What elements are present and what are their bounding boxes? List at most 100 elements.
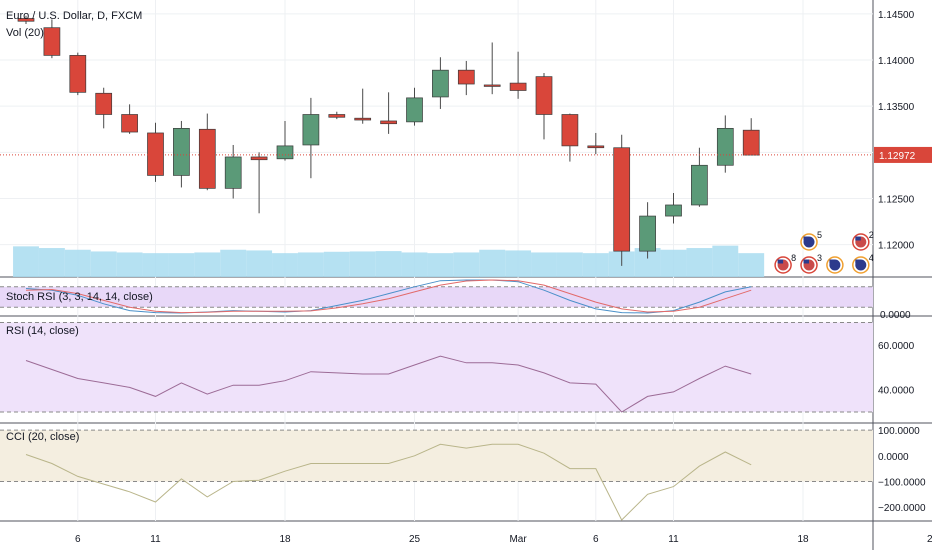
economic-events: 8 3 5 4 2 (774, 230, 874, 274)
event-flag-canton (803, 259, 809, 264)
volume-bar (531, 252, 557, 277)
cci-legend: CCI (20, close) (6, 431, 79, 443)
volume-bar (38, 248, 65, 277)
candle-down (380, 120, 397, 125)
volume-bar (13, 246, 39, 277)
rsi-tick-label: 60.0000 (878, 341, 915, 352)
main-title: Euro / U.S. Dollar, D, FXCM (6, 10, 142, 22)
volume-bar (64, 249, 91, 277)
event-count: 3 (817, 253, 822, 263)
candle-up (302, 114, 320, 146)
candle-up (432, 69, 449, 98)
price-tick-label: 1.12500 (878, 195, 915, 206)
time-tick-label: 11 (150, 534, 161, 545)
candle-up (224, 156, 242, 189)
cci-tick-label: 100.0000 (878, 426, 920, 437)
volume-bar (686, 248, 713, 277)
candle-down (69, 55, 87, 93)
candle-down (483, 84, 501, 87)
volume-bar (297, 252, 324, 277)
candle-up (639, 215, 656, 252)
time-tick-label: 6 (75, 534, 81, 545)
cci-band (0, 430, 873, 482)
cci-tick-label: 0.0000 (878, 452, 909, 463)
event-flag-canton (855, 259, 861, 264)
candle-down (587, 145, 605, 149)
volume-bar (453, 252, 480, 277)
indicator-lines (25, 279, 752, 521)
candle-down (121, 114, 138, 133)
event-count: 5 (817, 230, 822, 240)
price-tick-label: 1.13500 (878, 102, 915, 113)
candle-down (43, 27, 61, 56)
candle-down (328, 114, 346, 118)
volume-bar (738, 253, 765, 277)
volume-bar (220, 249, 247, 277)
candle-down (535, 76, 553, 115)
pane-labels: Euro / U.S. Dollar, D, FXCM Vol (20) Sto… (6, 10, 153, 443)
candle-down (354, 117, 372, 121)
rsi-line (25, 355, 752, 413)
candle-up (716, 127, 734, 166)
cci-tick-label: −200.0000 (878, 503, 926, 514)
volume-bar (349, 251, 376, 277)
candle-up (276, 145, 294, 160)
stoch-d-line (25, 279, 752, 314)
candle-up (173, 127, 190, 176)
indicator-backgrounds (0, 286, 873, 482)
volume-bar (660, 249, 687, 277)
rsi-band (0, 322, 873, 413)
price-axis[interactable]: 1.145001.140001.135001.130001.125001.120… (874, 10, 932, 514)
time-tick-label: 11 (668, 534, 679, 545)
volume-bar (272, 253, 298, 277)
stoch-rsi-legend: Stoch RSI (3, 3, 14, 14, close) (6, 291, 153, 303)
volume-bar (712, 245, 739, 277)
eu-flag-icon: 5 (800, 230, 822, 251)
us-flag-icon: 3 (800, 253, 822, 274)
candle-down (509, 82, 527, 91)
time-tick-label: Mar (509, 534, 527, 545)
time-tick-label: 6 (593, 534, 599, 545)
candle-down (561, 114, 579, 147)
event-flag-canton (855, 236, 861, 241)
volume-bar (246, 250, 273, 277)
time-tick-label: 18 (797, 534, 809, 545)
volume-bar (90, 251, 117, 277)
stoch-k-line (25, 279, 752, 314)
us-flag-icon: 8 (774, 253, 796, 274)
time-tick-label: 18 (279, 534, 291, 545)
stoch-tick-label: 0.0000 (880, 310, 911, 321)
time-axis[interactable]: 6 11 18 25 Mar 6 11 18 25 (75, 534, 932, 545)
event-flag-canton (777, 259, 784, 264)
price-tick-label: 1.14000 (878, 56, 915, 67)
volume-bar (505, 250, 532, 277)
candle-up (406, 97, 423, 123)
rsi-tick-label: 40.0000 (878, 386, 915, 397)
volume-bar (194, 252, 221, 277)
candle-down (198, 128, 216, 189)
candle-down (457, 69, 475, 85)
candle-down (613, 147, 631, 252)
time-tick-label: 25 (409, 534, 421, 545)
eu-flag-icon (826, 256, 844, 274)
volume-legend: Vol (20) (6, 27, 44, 39)
candle-down (250, 156, 268, 161)
volume-bar (323, 251, 350, 277)
price-tick-label: 1.12000 (878, 241, 915, 252)
current-price-tag (874, 146, 932, 163)
volume-bar (479, 249, 506, 277)
volume-bars (13, 245, 765, 277)
eu-flag-icon: 4 (852, 253, 874, 274)
cci-tick-label: −100.0000 (878, 477, 926, 488)
candle-down (17, 18, 35, 22)
time-tick-label: 25 (927, 534, 932, 545)
candlestick-series (0, 15, 873, 266)
candle-down (742, 129, 760, 156)
candle-up (665, 204, 682, 217)
candle-down (147, 132, 164, 176)
volume-bar (168, 253, 195, 277)
current-price-label: 1.12972 (879, 151, 916, 162)
volume-bar (401, 252, 428, 277)
stoch-band (0, 286, 873, 308)
